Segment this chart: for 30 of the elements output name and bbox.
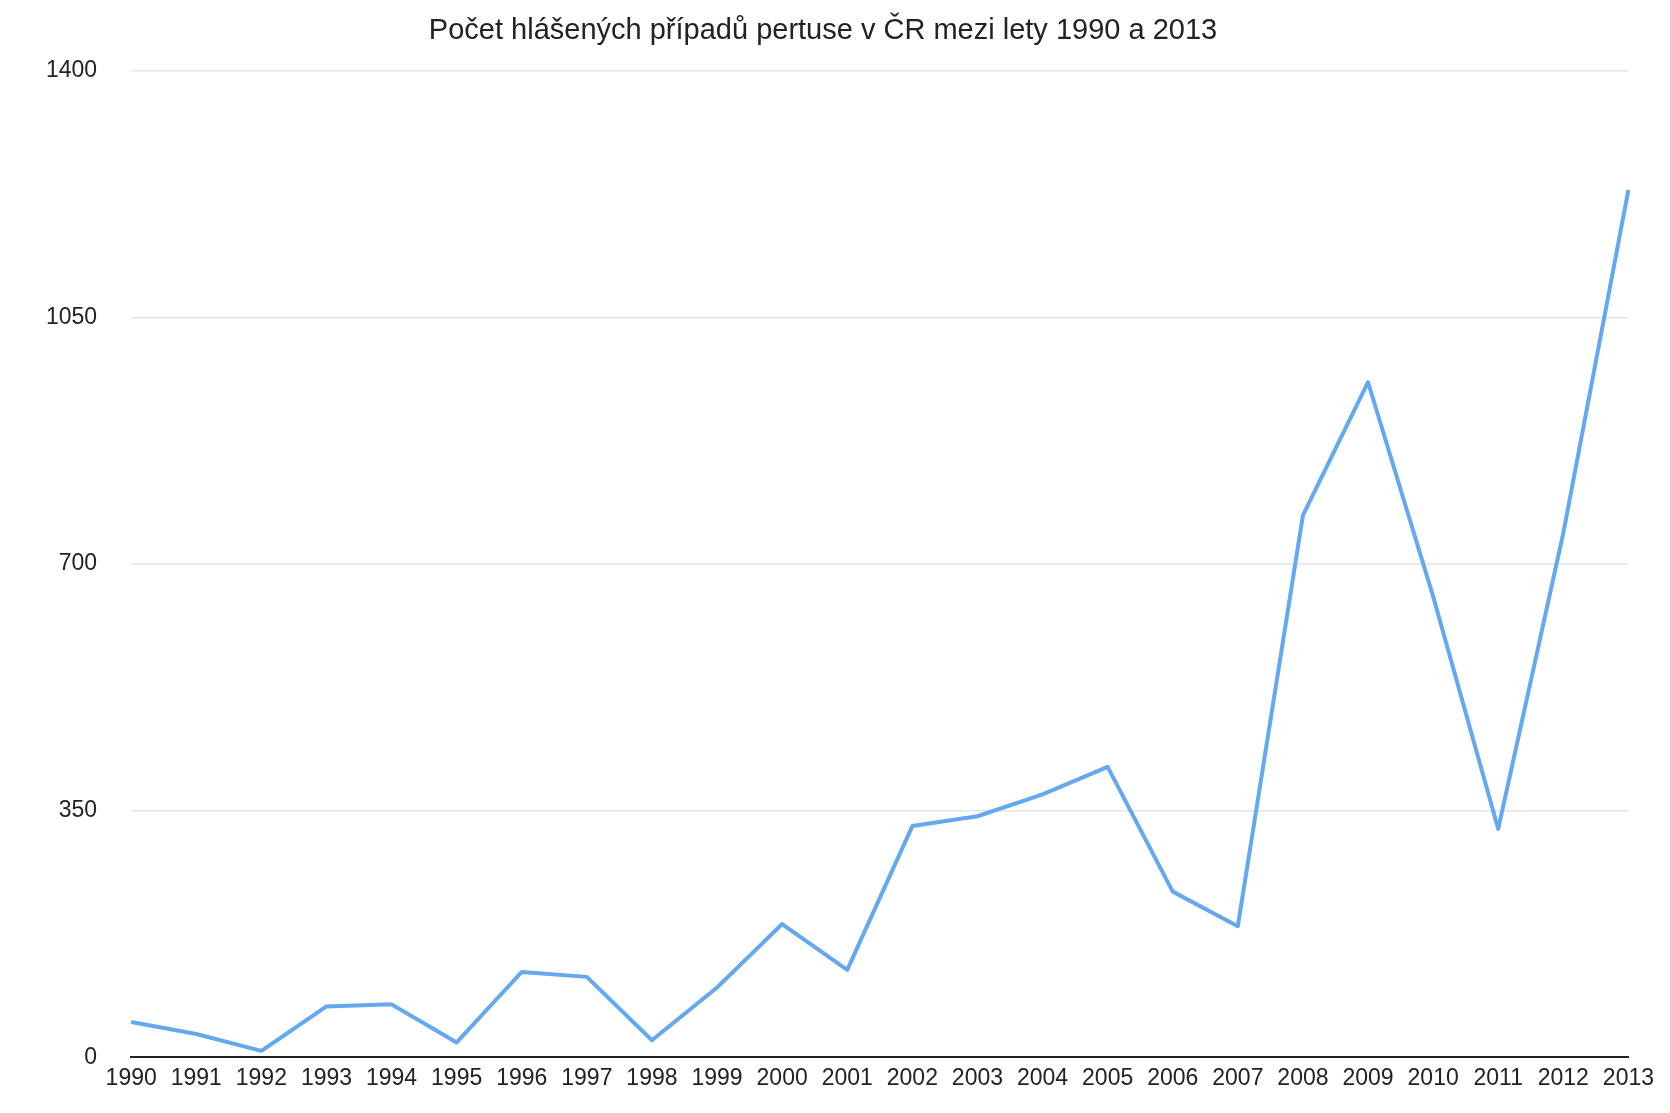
x-tick-label: 2001 xyxy=(821,1064,873,1091)
x-tick-label: 2006 xyxy=(1147,1064,1199,1091)
x-tick-label: 2000 xyxy=(756,1064,808,1091)
x-tick-label: 1995 xyxy=(431,1064,483,1091)
x-tick-label: 2005 xyxy=(1082,1064,1134,1091)
x-tick-label: 2011 xyxy=(1473,1064,1523,1091)
y-tick-label: 350 xyxy=(58,795,98,822)
x-tick-label: 1990 xyxy=(105,1064,157,1091)
x-tick-label: 1993 xyxy=(300,1064,353,1091)
x-tick-label: 2009 xyxy=(1342,1064,1394,1091)
x-tick-label: 1991 xyxy=(170,1064,222,1091)
x-tick-label: 2010 xyxy=(1407,1064,1459,1091)
x-tick-label: 2004 xyxy=(1016,1064,1069,1091)
x-tick-label: 2003 xyxy=(951,1064,1004,1091)
x-tick-label: 1998 xyxy=(626,1064,678,1091)
x-tick-label: 1992 xyxy=(235,1064,287,1091)
chart-title: Počet hlášených případů pertuse v ČR mezi lety 1990 a 2013 xyxy=(428,12,1218,46)
x-tick-label: 1997 xyxy=(561,1064,613,1091)
x-tick-label: 1994 xyxy=(365,1064,418,1091)
x-tick-label: 2013 xyxy=(1602,1064,1654,1091)
x-tick-label: 2007 xyxy=(1212,1064,1264,1091)
y-tick-label: 700 xyxy=(58,549,98,576)
y-tick-label: 1400 xyxy=(45,56,98,83)
x-tick-label: 2002 xyxy=(886,1064,938,1091)
x-tick-label: 1999 xyxy=(691,1064,743,1091)
y-tick-label: 1050 xyxy=(45,302,98,329)
x-tick-label: 2008 xyxy=(1277,1064,1329,1091)
x-tick-label: 2012 xyxy=(1537,1064,1589,1091)
y-tick-label: 0 xyxy=(84,1042,98,1069)
x-tick-label: 1996 xyxy=(496,1064,548,1091)
